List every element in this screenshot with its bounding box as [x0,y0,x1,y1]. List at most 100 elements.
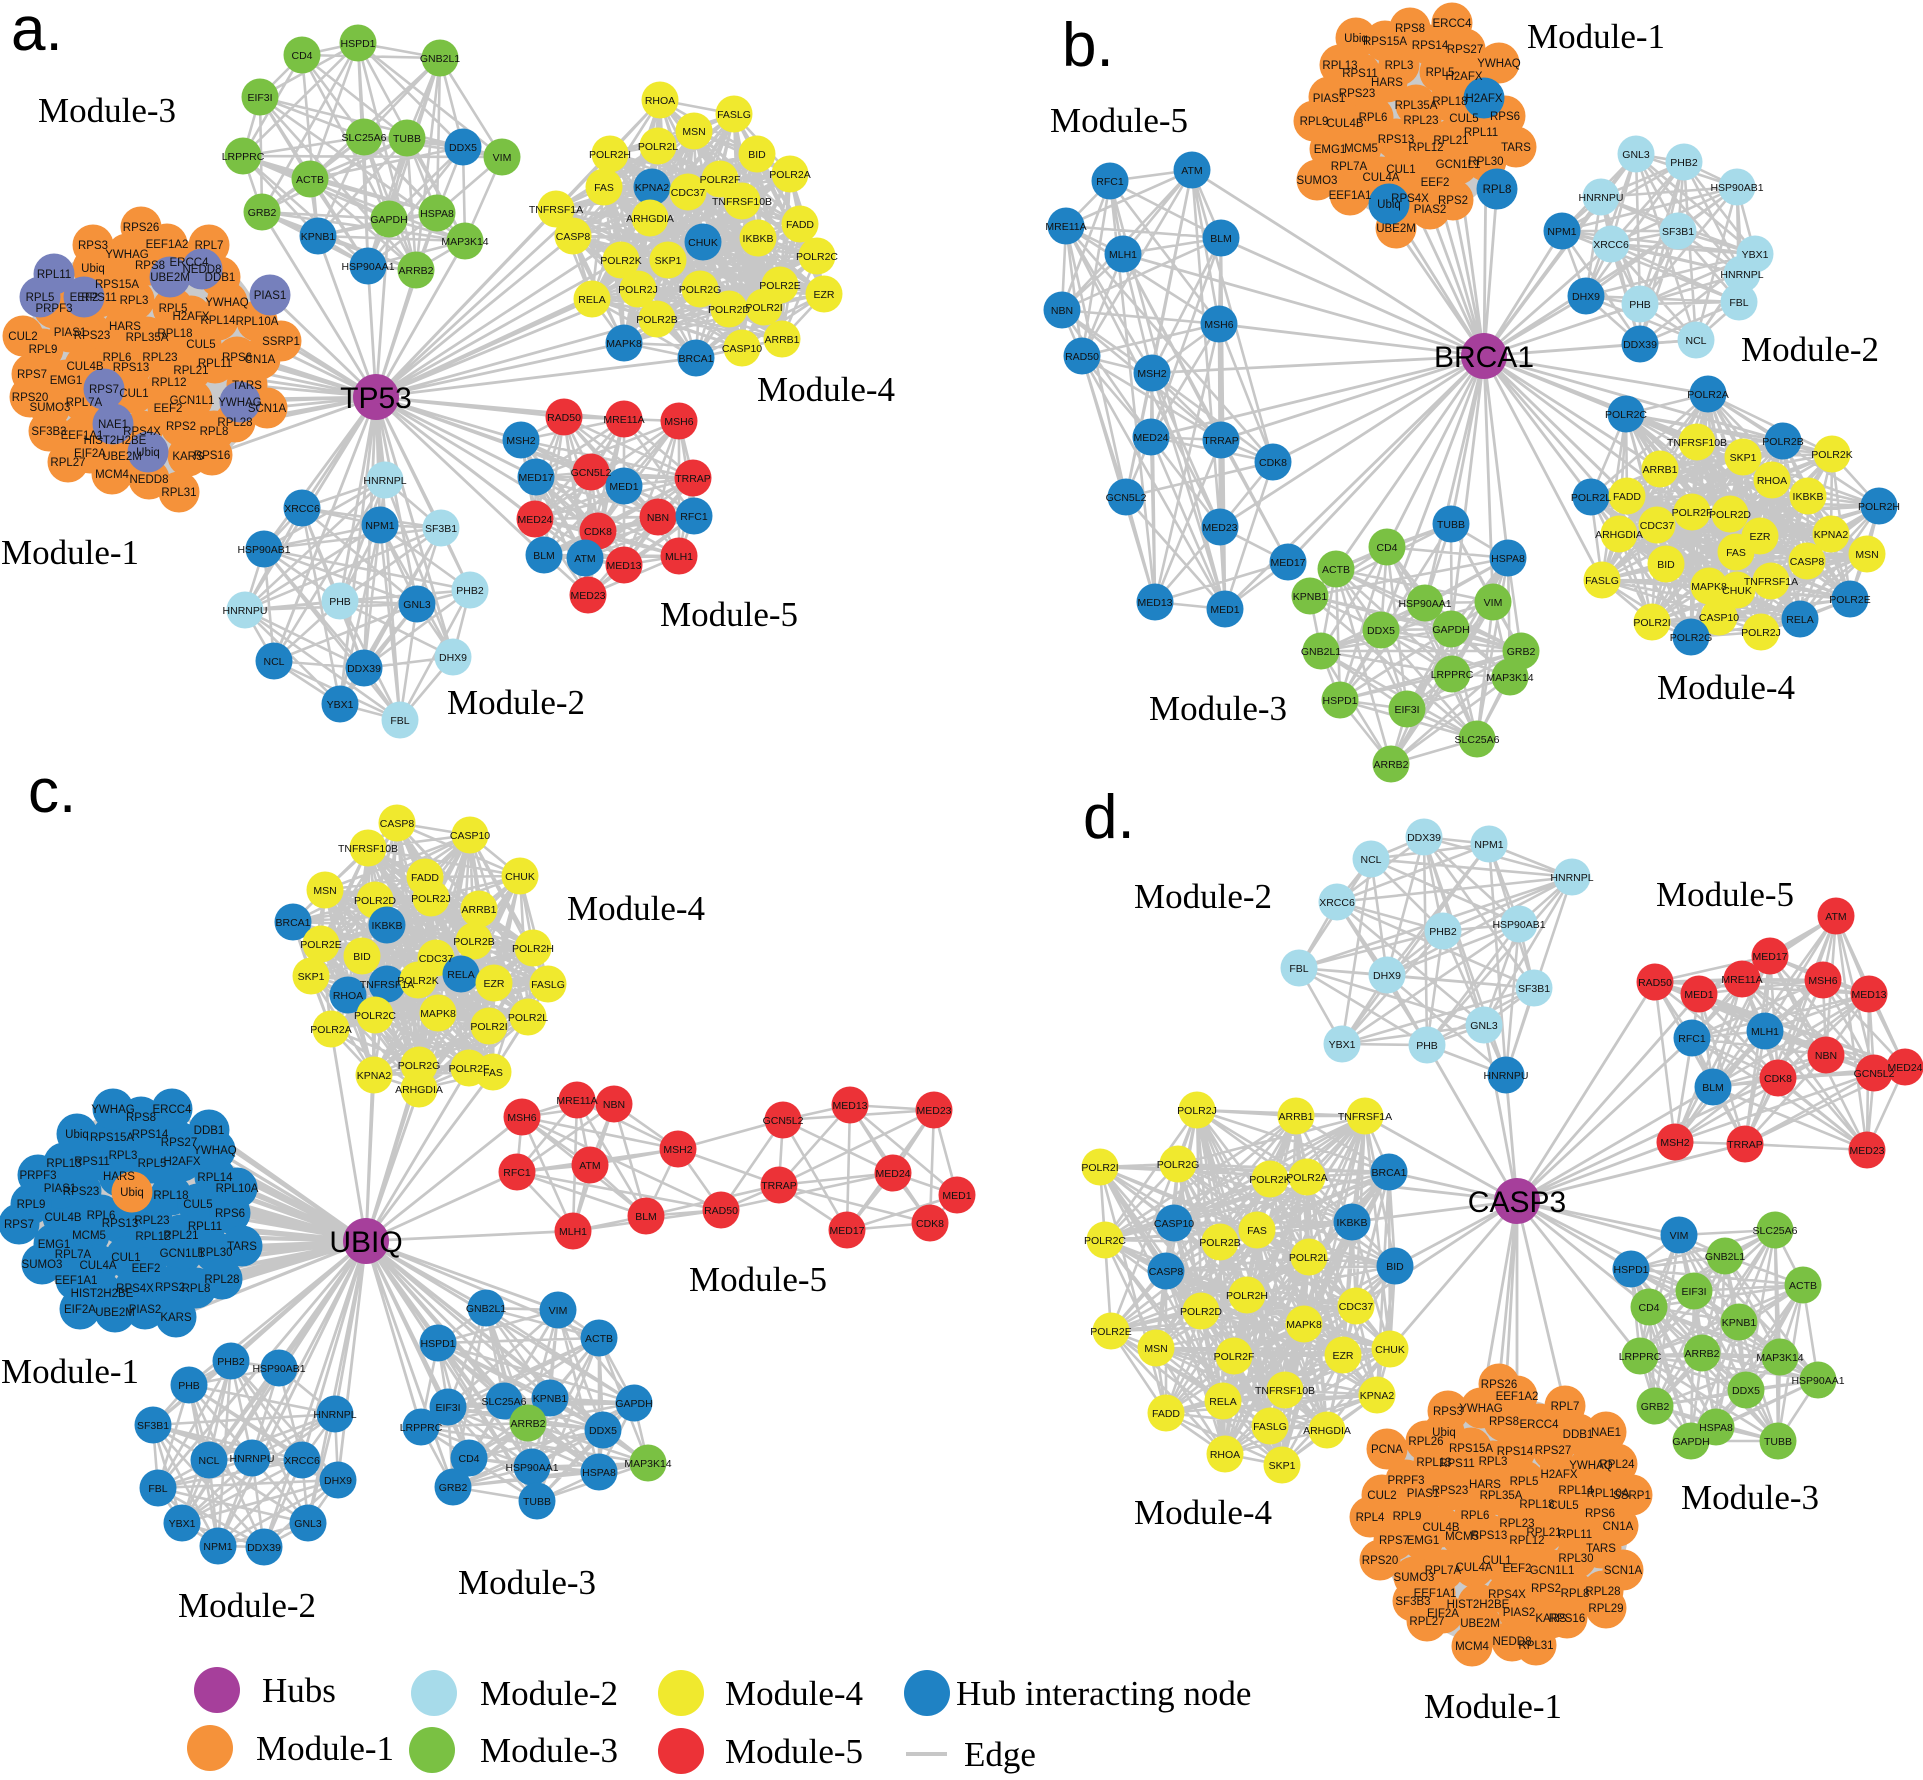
svg-text:RPL7A: RPL7A [1331,161,1368,173]
svg-text:RPL6: RPL6 [1461,1510,1490,1522]
svg-text:DHX9: DHX9 [1373,970,1401,982]
svg-text:Module-4: Module-4 [1134,1493,1272,1532]
svg-text:RAD50: RAD50 [1638,977,1672,989]
svg-text:KPNB1: KPNB1 [301,231,336,243]
svg-text:RPS15A: RPS15A [1363,36,1407,48]
svg-text:POLR2G: POLR2G [398,1060,441,1072]
svg-text:MLH1: MLH1 [1751,1026,1779,1038]
svg-text:Module-5: Module-5 [1656,875,1794,914]
svg-text:RPS16: RPS16 [1549,1613,1585,1625]
svg-text:RPS27: RPS27 [1447,44,1483,56]
svg-text:BRCA1: BRCA1 [1434,341,1534,374]
svg-text:CUL2: CUL2 [1367,1490,1396,1502]
svg-text:POLR2E: POLR2E [300,939,341,951]
svg-text:POLR2B: POLR2B [453,936,494,948]
svg-text:Module-4: Module-4 [1657,668,1795,707]
svg-text:SLC25A6: SLC25A6 [1753,1225,1798,1237]
svg-text:RHOA: RHOA [333,990,363,1002]
svg-text:YWHAQ: YWHAQ [1477,58,1521,70]
svg-text:PRPF3: PRPF3 [1387,1475,1424,1487]
svg-text:CDK8: CDK8 [1259,457,1287,469]
svg-text:LRPPRC: LRPPRC [222,151,265,163]
svg-text:Module-2: Module-2 [447,683,585,722]
svg-text:POLR2C: POLR2C [796,251,838,263]
svg-text:TARS: TARS [1586,1543,1616,1555]
svg-text:FADD: FADD [1613,491,1641,503]
svg-text:RPS15A: RPS15A [95,279,139,291]
svg-text:CDC37: CDC37 [419,953,454,965]
svg-text:SSRP1: SSRP1 [262,336,300,348]
svg-text:RELA: RELA [578,294,605,306]
svg-text:HNRNPU: HNRNPU [1579,192,1624,204]
svg-text:Module-3: Module-3 [458,1563,596,1602]
svg-text:YWHAG: YWHAG [105,249,149,261]
svg-text:RPL5: RPL5 [1510,1476,1539,1488]
svg-text:MRE11A: MRE11A [1045,221,1086,233]
svg-text:SF3B1: SF3B1 [425,523,457,535]
svg-text:RPS7: RPS7 [17,369,47,381]
svg-text:HSPD1: HSPD1 [1613,1264,1648,1276]
svg-text:CDK8: CDK8 [1764,1073,1792,1085]
svg-text:GNB2L1: GNB2L1 [1301,646,1341,658]
svg-text:NCL: NCL [198,1455,219,1467]
svg-text:c.: c. [28,757,76,826]
svg-text:POLR2I: POLR2I [470,1021,507,1033]
svg-text:TRRAP: TRRAP [761,1180,797,1192]
svg-text:CHUK: CHUK [505,871,535,883]
svg-text:MSN: MSN [1144,1343,1167,1355]
svg-text:CUL4B: CUL4B [1422,1522,1459,1534]
svg-text:RPL8: RPL8 [1483,184,1512,196]
svg-text:YWHAG: YWHAG [218,397,262,409]
svg-text:RPS20: RPS20 [12,392,48,404]
svg-text:MED17: MED17 [518,472,553,484]
svg-text:PRPF3: PRPF3 [35,303,72,315]
svg-text:EIF3I: EIF3I [1681,1286,1706,1298]
svg-text:CASP10: CASP10 [722,343,762,355]
svg-text:HSP90AB1: HSP90AB1 [252,1363,305,1375]
svg-text:RPL4: RPL4 [1356,1512,1385,1524]
svg-text:CD4: CD4 [458,1453,479,1465]
svg-text:RPL13: RPL13 [46,1158,81,1170]
svg-text:EIF3I: EIF3I [435,1402,460,1414]
svg-text:Module-4: Module-4 [567,889,705,928]
svg-text:LRPPRC: LRPPRC [400,1422,443,1434]
svg-text:EIF3I: EIF3I [1394,704,1419,716]
svg-text:POLR2G: POLR2G [1670,632,1713,644]
svg-text:RPS2: RPS2 [1531,1583,1561,1595]
svg-text:HNRNPU: HNRNPU [223,605,268,617]
svg-text:MED24: MED24 [875,1168,910,1180]
svg-text:GNL3: GNL3 [294,1518,322,1530]
svg-text:GNB2L1: GNB2L1 [420,53,460,65]
svg-text:ATM: ATM [574,553,595,565]
svg-text:RPS6: RPS6 [1585,1508,1615,1520]
svg-text:XRCC6: XRCC6 [284,503,320,515]
svg-text:ERCC4: ERCC4 [1520,1419,1560,1431]
svg-text:H2AFX: H2AFX [1445,71,1482,83]
svg-text:PIAS1: PIAS1 [44,1183,77,1195]
svg-text:Module-3: Module-3 [1681,1478,1819,1517]
svg-text:RPL12: RPL12 [151,377,186,389]
svg-text:MED1: MED1 [1210,604,1239,616]
svg-text:BLM: BLM [1210,233,1232,245]
svg-text:GNL3: GNL3 [1470,1020,1498,1032]
svg-text:POLR2J: POLR2J [1177,1105,1217,1117]
svg-text:SLC25A6: SLC25A6 [482,1396,527,1408]
svg-text:RHOA: RHOA [1757,475,1787,487]
svg-text:RPL9: RPL9 [1393,1511,1422,1523]
svg-text:GAPDH: GAPDH [615,1398,652,1410]
svg-text:CN1A: CN1A [245,354,276,366]
svg-text:MSH6: MSH6 [507,1112,536,1124]
svg-text:MED13: MED13 [606,560,641,572]
svg-text:Hub interacting node: Hub interacting node [956,1674,1251,1713]
svg-text:RPL9: RPL9 [1300,116,1329,128]
svg-text:EIF3I: EIF3I [247,92,272,104]
svg-text:HSP90AB1: HSP90AB1 [1492,919,1545,931]
svg-text:CHUK: CHUK [688,237,718,249]
svg-text:RPL26: RPL26 [1408,1436,1443,1448]
svg-text:TNFRSF1A: TNFRSF1A [529,204,583,216]
svg-text:POLR2B: POLR2B [1762,436,1803,448]
svg-text:YWHAG: YWHAG [1459,1403,1503,1415]
svg-text:TARS: TARS [1501,142,1531,154]
svg-text:YWHAQ: YWHAQ [193,1145,237,1157]
svg-text:CUL4A: CUL4A [79,1260,116,1272]
